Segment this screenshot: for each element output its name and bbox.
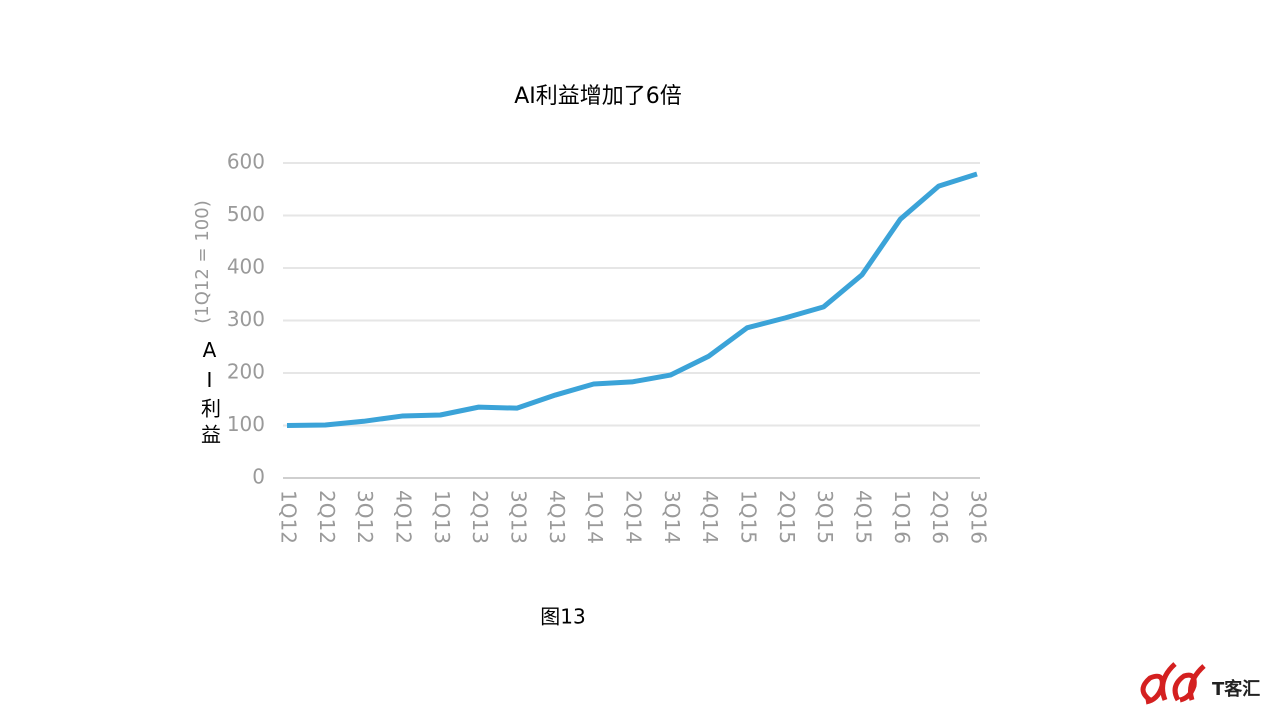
y-tick-label: 0: [252, 465, 265, 489]
x-tick-label: 4Q15: [852, 490, 876, 544]
x-tick-label: 4Q14: [698, 490, 722, 544]
logo: T客汇: [1140, 662, 1260, 705]
y-tick-label: 100: [227, 412, 265, 436]
y-tick-label: 300: [227, 307, 265, 331]
chart-title: AI利益增加了6倍: [514, 84, 682, 109]
x-tick-label: 2Q12: [315, 490, 339, 544]
y-tick-label: 600: [227, 150, 265, 174]
logo-mark: [1140, 662, 1206, 705]
x-tick-label: 1Q14: [583, 490, 607, 544]
y-tick-label: 500: [227, 202, 265, 226]
x-tick-label: 3Q13: [507, 490, 531, 544]
y-tick-label: 200: [227, 360, 265, 384]
y-tick-label: 400: [227, 255, 265, 279]
x-tick-label: 3Q14: [660, 490, 684, 544]
x-tick-label: 2Q15: [775, 490, 799, 544]
x-tick-label: 1Q12: [277, 490, 301, 544]
x-tick-label: 4Q13: [545, 490, 569, 544]
x-tick-label: 3Q15: [813, 490, 837, 544]
x-tick-label: 2Q16: [928, 490, 952, 544]
x-tick-label: 1Q16: [890, 490, 914, 544]
x-tick-label: 3Q16: [967, 490, 991, 544]
y-axis-label: AI利益: [198, 338, 222, 450]
x-tick-label: 2Q14: [622, 490, 646, 544]
x-tick-label: 1Q13: [430, 490, 454, 544]
y-axis-note: (1Q12 = 100): [192, 200, 213, 323]
x-tick-label: 4Q12: [392, 490, 416, 544]
x-tick-label: 2Q13: [468, 490, 492, 544]
line-series: [286, 171, 978, 428]
x-tick-label: 1Q15: [737, 490, 761, 544]
caption: 图13: [540, 605, 585, 629]
x-tick-label: 3Q12: [353, 490, 377, 544]
logo-text: T客汇: [1212, 678, 1260, 700]
